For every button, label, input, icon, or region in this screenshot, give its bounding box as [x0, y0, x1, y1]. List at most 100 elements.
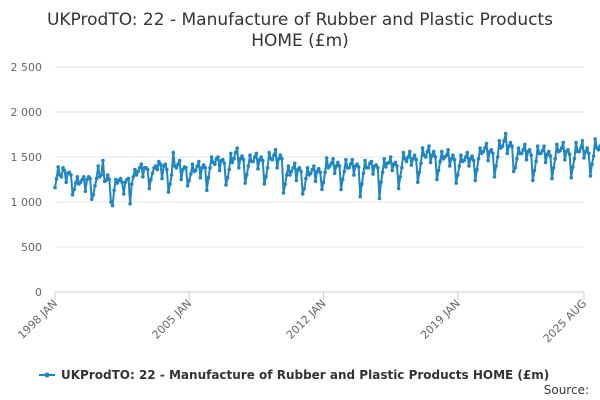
data-point[interactable] — [81, 175, 86, 179]
data-point[interactable] — [75, 175, 80, 179]
data-point[interactable] — [396, 186, 401, 191]
data-point[interactable] — [374, 163, 379, 167]
data-point[interactable] — [289, 169, 294, 174]
data-point[interactable] — [243, 181, 247, 185]
data-point[interactable] — [254, 151, 259, 156]
data-point[interactable] — [165, 167, 169, 172]
data-point[interactable] — [393, 160, 398, 165]
data-point[interactable] — [278, 153, 283, 157]
data-point[interactable] — [259, 155, 263, 159]
data-point[interactable] — [336, 160, 340, 165]
data-point[interactable] — [519, 151, 524, 156]
data-point[interactable] — [115, 181, 120, 185]
data-point[interactable] — [248, 153, 252, 157]
data-point[interactable] — [113, 177, 118, 182]
data-point[interactable] — [591, 154, 596, 158]
data-point[interactable] — [198, 175, 203, 180]
data-point[interactable] — [73, 181, 78, 185]
data-point[interactable] — [160, 176, 164, 181]
data-point[interactable] — [200, 166, 204, 170]
data-point[interactable] — [281, 191, 286, 195]
data-point[interactable] — [96, 164, 100, 168]
data-point[interactable] — [491, 151, 495, 156]
data-point[interactable] — [217, 168, 222, 173]
data-point[interactable] — [123, 180, 128, 184]
data-point[interactable] — [503, 131, 508, 136]
data-point[interactable] — [300, 192, 305, 196]
data-point[interactable] — [134, 173, 139, 177]
data-point[interactable] — [388, 155, 393, 159]
data-point[interactable] — [150, 171, 155, 175]
data-point[interactable] — [593, 137, 597, 141]
data-point[interactable] — [428, 160, 433, 165]
data-point[interactable] — [473, 178, 478, 183]
data-point[interactable] — [131, 175, 136, 179]
data-point[interactable] — [539, 151, 543, 156]
data-point[interactable] — [486, 158, 490, 163]
data-point[interactable] — [133, 167, 137, 172]
data-point[interactable] — [318, 170, 323, 175]
data-point[interactable] — [436, 168, 441, 173]
data-point[interactable] — [221, 157, 225, 162]
data-point[interactable] — [238, 157, 243, 161]
data-point[interactable] — [166, 190, 171, 194]
data-point[interactable] — [502, 139, 506, 143]
data-point[interactable] — [187, 178, 192, 183]
data-point[interactable] — [329, 161, 334, 166]
data-point[interactable] — [358, 194, 363, 199]
data-point[interactable] — [213, 162, 217, 166]
data-point[interactable] — [577, 149, 582, 154]
data-point[interactable] — [569, 175, 574, 180]
data-point[interactable] — [561, 140, 566, 145]
data-point[interactable] — [492, 175, 497, 179]
data-point[interactable] — [284, 173, 289, 177]
data-point[interactable] — [294, 178, 299, 183]
data-point[interactable] — [286, 164, 291, 168]
data-point[interactable] — [262, 182, 267, 186]
data-point[interactable] — [230, 160, 235, 165]
data-point[interactable] — [419, 161, 423, 166]
data-point[interactable] — [310, 167, 315, 172]
data-point[interactable] — [83, 189, 88, 193]
data-point[interactable] — [585, 146, 589, 150]
data-point[interactable] — [572, 157, 577, 161]
data-point[interactable] — [523, 142, 527, 147]
data-point[interactable] — [147, 186, 152, 191]
data-point[interactable] — [494, 164, 498, 168]
data-point[interactable] — [435, 177, 439, 182]
data-point[interactable] — [328, 164, 332, 168]
data-point[interactable] — [85, 177, 89, 182]
data-point[interactable] — [184, 166, 188, 170]
data-point[interactable] — [465, 150, 470, 155]
data-point[interactable] — [222, 161, 227, 166]
data-point[interactable] — [240, 154, 244, 158]
data-point[interactable] — [377, 196, 382, 201]
data-point[interactable] — [515, 157, 519, 161]
data-point[interactable] — [227, 167, 231, 172]
data-point[interactable] — [516, 146, 521, 150]
data-point[interactable] — [232, 157, 236, 161]
data-point[interactable] — [334, 164, 339, 168]
data-point[interactable] — [481, 149, 486, 154]
data-point[interactable] — [483, 146, 487, 150]
data-point[interactable] — [244, 173, 249, 177]
data-point[interactable] — [508, 140, 513, 145]
data-point[interactable] — [276, 157, 281, 161]
data-point[interactable] — [70, 193, 75, 197]
data-point[interactable] — [350, 157, 355, 162]
data-point[interactable] — [312, 164, 316, 168]
data-point[interactable] — [511, 169, 516, 174]
data-point[interactable] — [596, 148, 600, 152]
data-point[interactable] — [316, 166, 321, 171]
data-point[interactable] — [273, 148, 278, 152]
data-point[interactable] — [283, 182, 287, 186]
data-point[interactable] — [439, 149, 444, 154]
data-point[interactable] — [120, 180, 124, 184]
data-point[interactable] — [315, 169, 319, 174]
data-point[interactable] — [110, 203, 115, 208]
data-point[interactable] — [137, 166, 142, 170]
data-point[interactable] — [567, 152, 572, 157]
data-point[interactable] — [431, 149, 436, 154]
data-point[interactable] — [88, 176, 92, 181]
data-point[interactable] — [529, 153, 534, 157]
